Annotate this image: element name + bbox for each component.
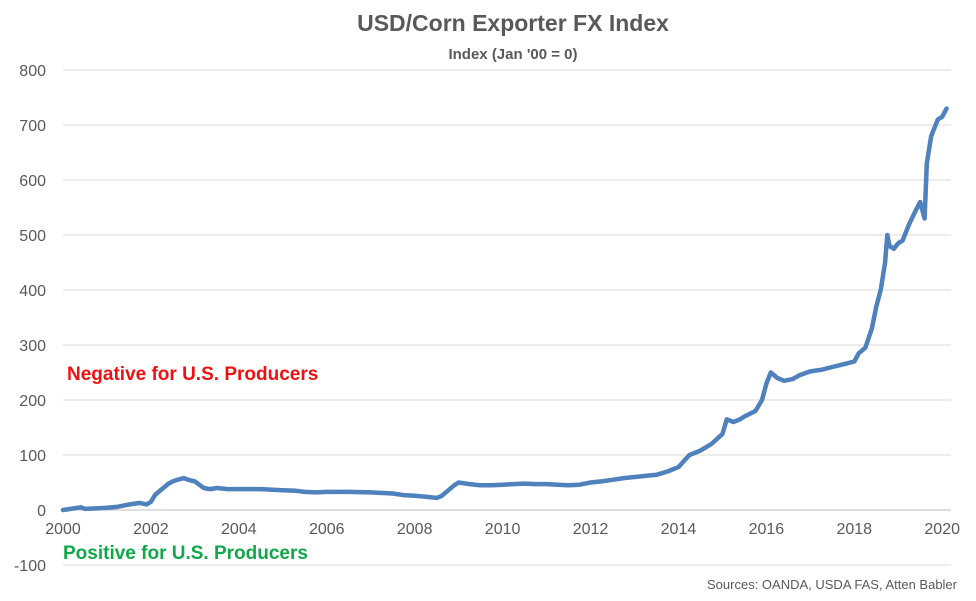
x-axis: 2000 2002 2004 2006 2008 2010 2012 2014 2016 2018… — [45, 521, 960, 538]
x-tick-label: 2018 — [836, 521, 872, 538]
y-tick-label: 0 — [37, 503, 46, 520]
series-layer — [60, 106, 949, 513]
annotation-negative: Negative for U.S. Producers — [67, 364, 318, 385]
x-tick-label: 2008 — [397, 521, 433, 538]
x-tick-label: 2000 — [45, 521, 81, 538]
grid-layer — [63, 69, 951, 566]
x-tick-label: 2016 — [749, 521, 785, 538]
annotation-positive: Positive for U.S. Producers — [63, 543, 308, 564]
y-tick-label: 400 — [19, 283, 46, 300]
y-tick-label: 600 — [19, 173, 46, 190]
x-tick-label: 2004 — [221, 521, 257, 538]
x-tick-label: 2002 — [133, 521, 169, 538]
x-tick-label: 2006 — [309, 521, 345, 538]
y-tick-label: 700 — [19, 118, 46, 135]
y-tick-label: 100 — [19, 448, 46, 465]
x-tick-label: 2020 — [924, 521, 960, 538]
series-line — [60, 106, 949, 513]
source-note: Sources: OANDA, USDA FAS, Atten Babler — [707, 577, 958, 592]
y-tick-label: 800 — [19, 63, 46, 80]
y-tick-label: -100 — [14, 558, 46, 575]
x-tick-label: 2014 — [661, 521, 697, 538]
y-tick-label: 200 — [19, 393, 46, 410]
x-tick-label: 2012 — [573, 521, 609, 538]
chart-subtitle: Index (Jan '00 = 0) — [448, 46, 577, 63]
y-tick-label: 300 — [19, 338, 46, 355]
x-tick-label: 2010 — [485, 521, 521, 538]
chart-title: USD/Corn Exporter FX Index — [357, 10, 669, 36]
y-tick-label: 500 — [19, 228, 46, 245]
y-axis: -100 0 100 200 300 400 500 600 700 800 — [14, 63, 46, 575]
